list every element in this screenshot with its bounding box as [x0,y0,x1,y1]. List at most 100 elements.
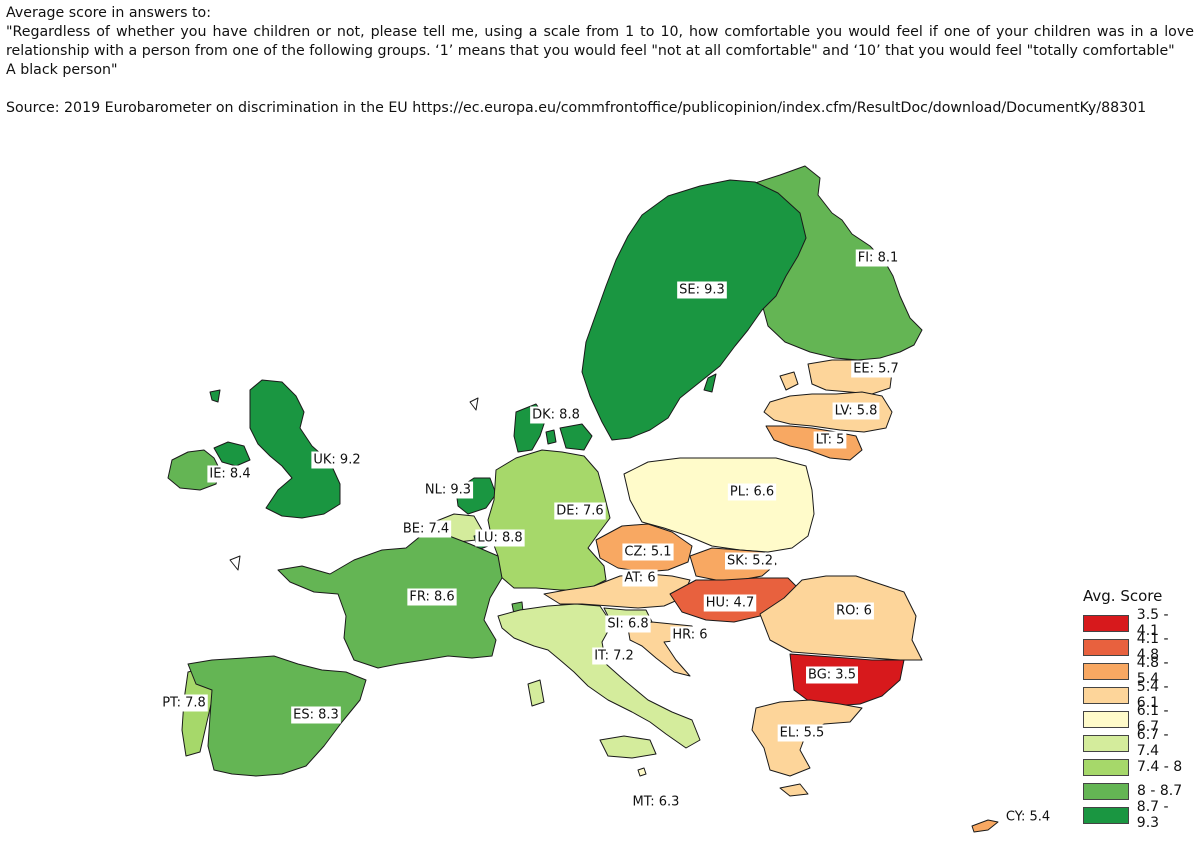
country-label-text: PT: 7.8 [162,696,206,711]
country-shape-es [187,655,367,777]
country-label-text: LV: 5.8 [835,404,878,419]
country-label-it: IT: 7.2 [592,647,636,665]
country-label-lu: LU: 8.8 [475,529,525,547]
country-shape-pl [623,457,815,553]
country-label-text: LU: 8.8 [477,531,522,546]
country-shape-dk [559,423,593,451]
country-pl [623,457,815,553]
label-background [703,594,757,612]
label-background [422,481,474,499]
country-label-text: SI: 6.8 [607,617,648,632]
country-label-text: EE: 5.7 [853,362,899,377]
country-label-lt: LT: 5 [813,431,847,449]
country-label-text: NL: 9.3 [425,483,471,498]
country-shape-de [487,449,611,591]
label-background [832,402,880,420]
country-label-mt: MT: 6.3 [630,793,682,811]
legend-swatch [1083,806,1129,824]
country-label-text: FI: 8.1 [858,251,899,266]
source-note: Source: 2019 Eurobarometer on discrimina… [6,100,1147,116]
label-background [475,529,525,547]
legend-item: 3.5 - 4.1 [1083,607,1195,639]
country-shape-cy [971,819,999,833]
legend-swatch [1083,638,1129,656]
legend-label: 4.1 - 4.8 [1136,631,1169,663]
legend-label: 5.4 - 6.1 [1136,679,1169,711]
country-label-cy: CY: 5.4 [1003,808,1053,826]
label-background [630,793,682,811]
country-shape-fr [277,529,503,669]
country-shape-el [779,783,809,797]
country-label-text: MT: 6.3 [633,795,680,810]
label-background [622,543,674,561]
country-label-dk: DK: 8.8 [530,406,582,424]
country-label-text: HU: 4.7 [706,596,754,611]
label-background [855,249,901,267]
country-label-text: AT: 6 [624,571,655,586]
label-background [207,465,253,483]
country-label-text: HR: 6 [672,628,707,643]
country-de [487,449,611,591]
legend-swatch [1083,686,1129,704]
country-label-text: RO: 6 [836,604,872,619]
country-se [581,179,807,441]
country-shape-lv [763,391,893,433]
country-mt [637,767,647,777]
legend-item: 7.4 - 8 [1083,755,1195,779]
label-background [777,724,827,742]
legend-label: 8 - 8.7 [1137,783,1183,799]
label-background [725,552,775,570]
country-label-text: IT: 7.2 [594,649,634,664]
label-background [677,281,727,299]
country-label-el: EL: 5.5 [777,724,827,742]
country-lv [763,391,893,433]
label-background [530,406,582,424]
legend-swatch [1083,734,1129,752]
country-shape-it [527,679,545,707]
country-label-hr: HR: 6 [670,626,710,644]
country-label-text: FR: 8.6 [409,590,454,605]
country-label-text: SE: 9.3 [679,283,725,298]
label-background [311,451,363,469]
country-label-ee: EE: 5.7 [851,360,901,378]
legend-title: Avg. Score [1083,587,1163,605]
legend-swatch [1083,614,1129,632]
country-shape-ee [779,371,799,391]
legend-item: 8.7 - 9.3 [1083,799,1195,831]
label-background [291,706,341,724]
country-label-pt: PT: 7.8 [160,694,208,712]
country-label-at: AT: 6 [622,569,658,587]
country-fr [277,529,525,669]
country-label-bg: BG: 3.5 [806,666,858,684]
country-label-se: SE: 9.3 [677,281,727,299]
label-background [727,483,777,501]
country-es [187,655,367,777]
legend-item: 4.1 - 4.8 [1083,631,1195,663]
country-label-hu: HU: 4.7 [703,594,757,612]
country-shape-se [703,373,717,393]
country-label-es: ES: 8.3 [291,706,341,724]
legend-item: 5.4 - 6.1 [1083,679,1195,711]
legend-swatch [1083,710,1129,728]
legend-label: 7.4 - 8 [1137,759,1183,775]
country-label-text: UK: 9.2 [313,453,360,468]
legend-item: 8 - 8.7 [1083,779,1195,803]
land-fragment [229,555,241,571]
country-shape-uk [213,441,251,467]
label-background [400,520,452,538]
country-label-pl: PL: 6.6 [727,483,777,501]
country-label-text: PL: 6.6 [730,485,774,500]
country-label-text: EL: 5.5 [780,726,825,741]
legend-swatch [1083,782,1129,800]
country-label-sk: SK: 5.2 [725,552,775,570]
country-shape-uk [249,379,341,519]
country-label-de: DE: 7.6 [554,502,606,520]
land-fragment [469,397,479,411]
label-background [806,666,858,684]
legend-item: 6.1 - 6.7 [1083,703,1195,735]
country-shape-it [599,735,657,759]
country-label-text: CY: 5.4 [1006,810,1050,825]
country-label-text: LT: 5 [816,433,845,448]
legend-label: 6.7 - 7.4 [1136,727,1169,759]
